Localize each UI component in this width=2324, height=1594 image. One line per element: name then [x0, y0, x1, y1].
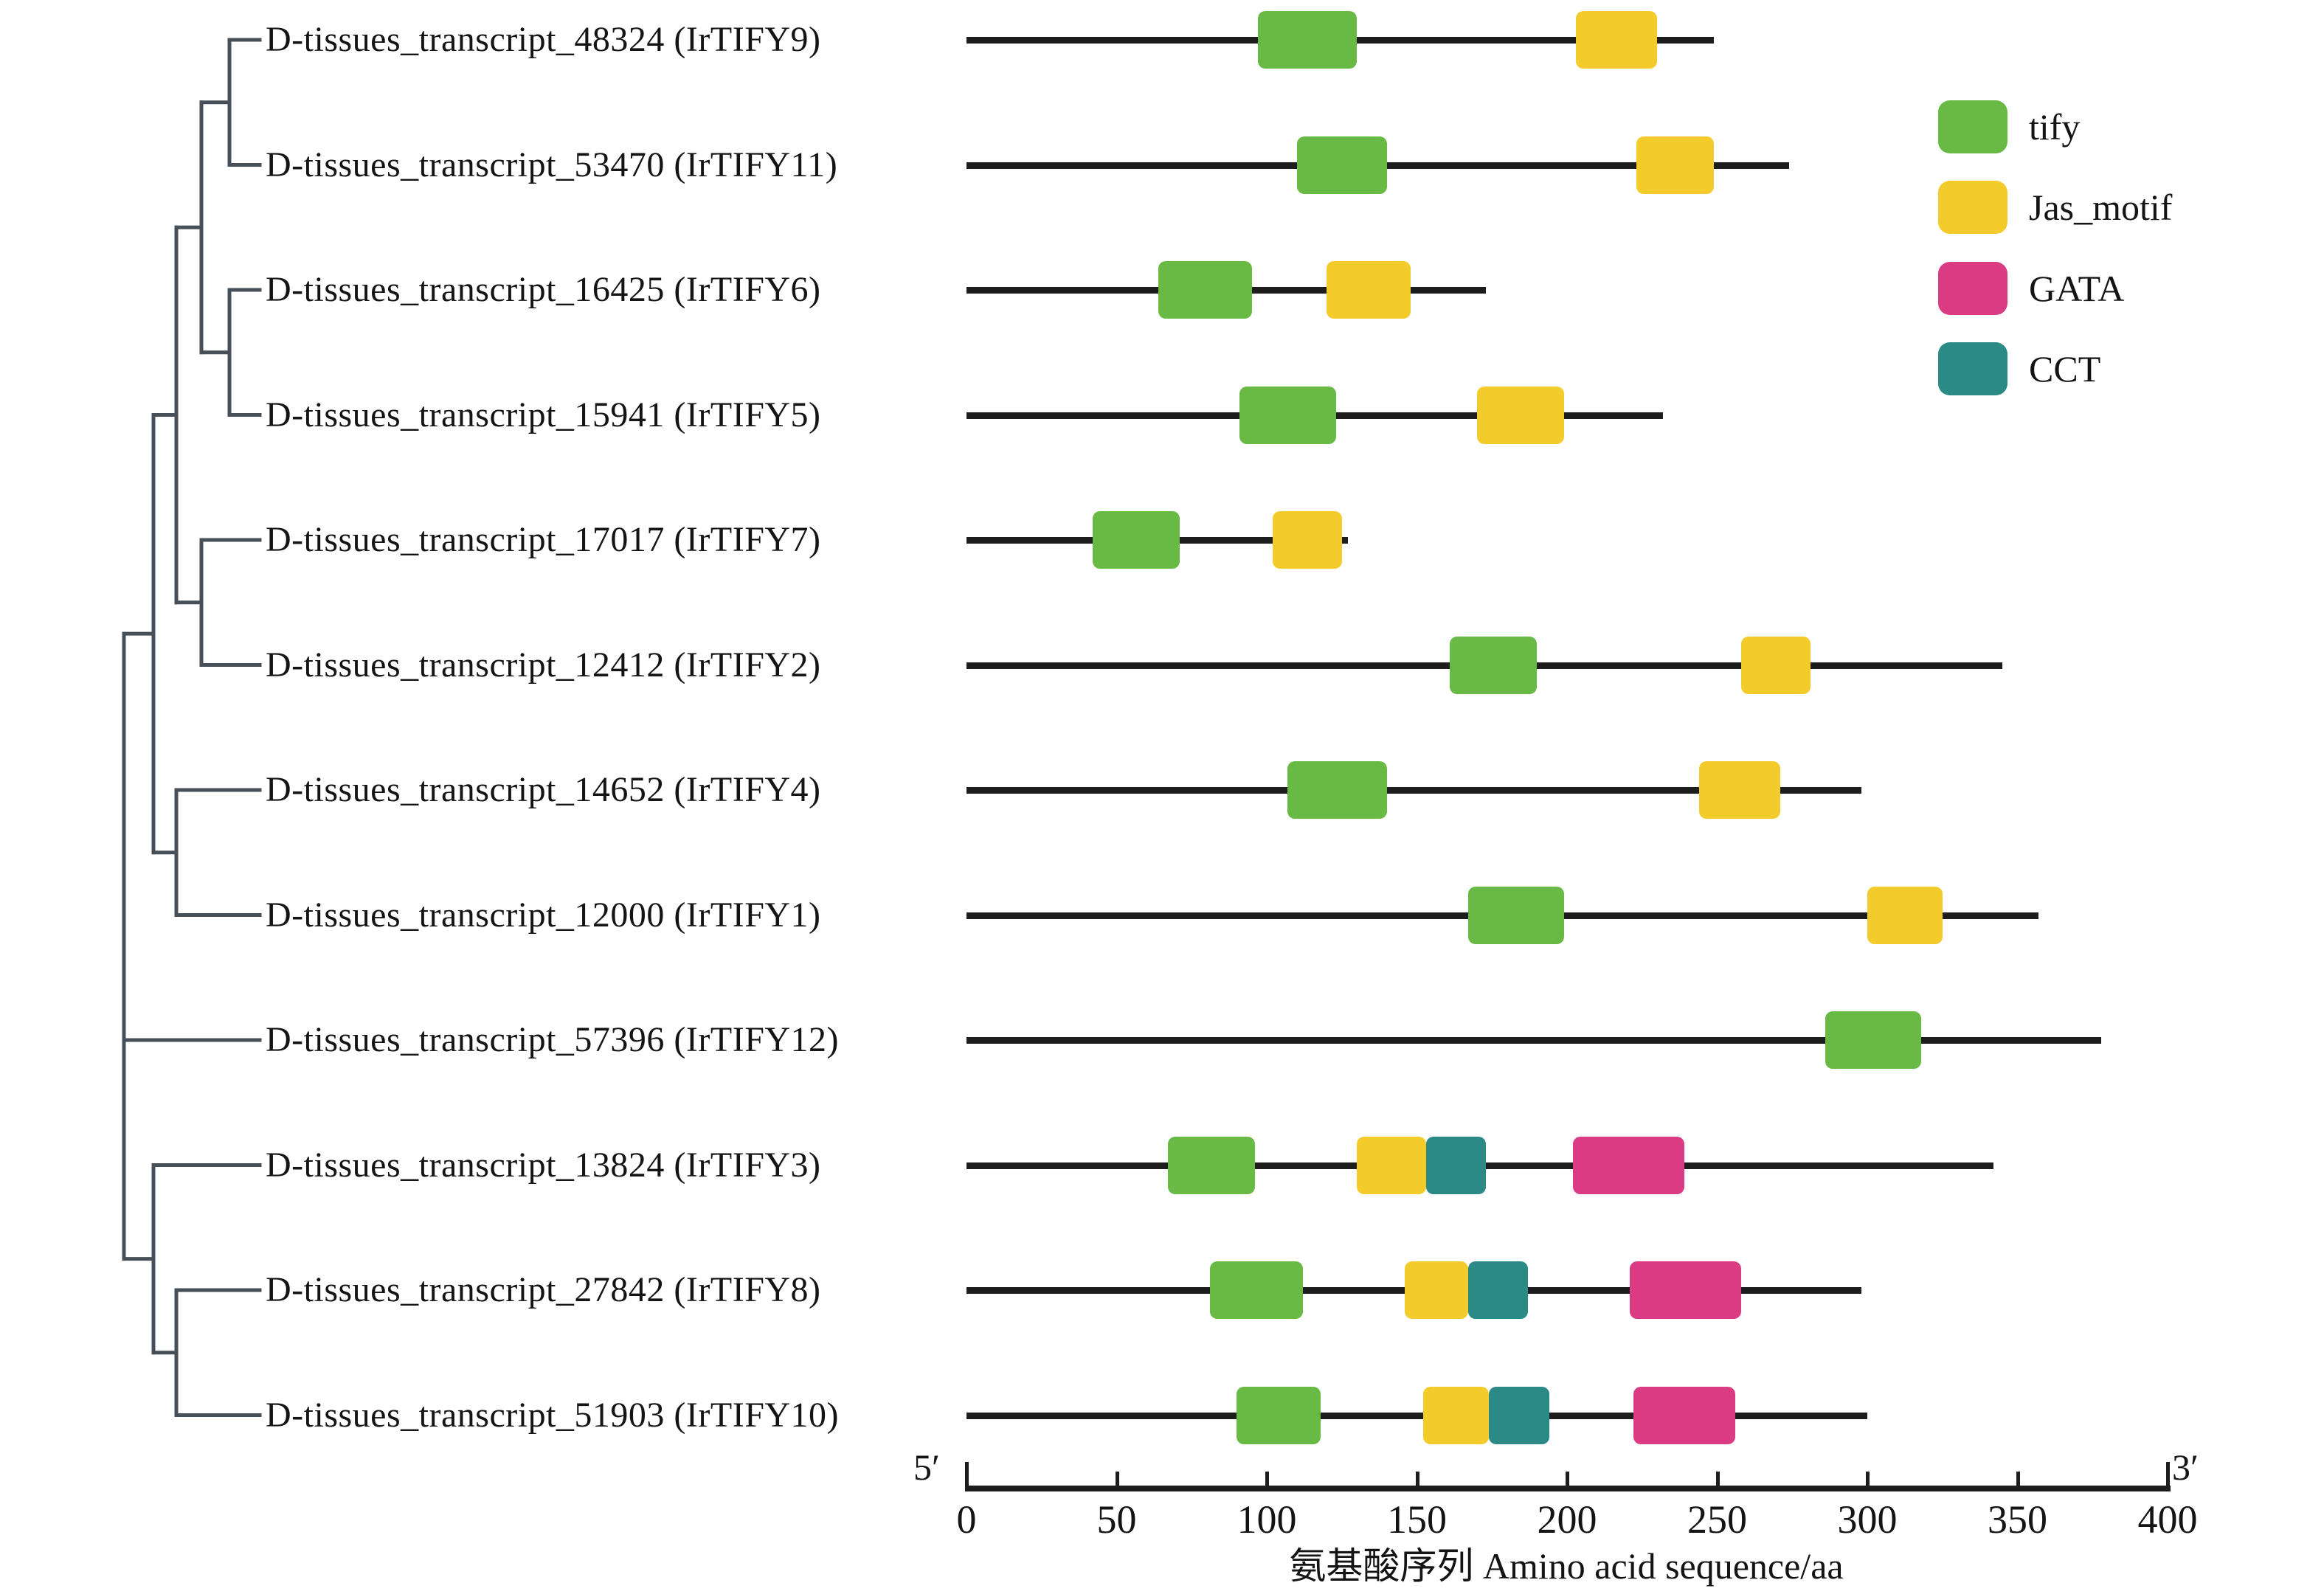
domain-box-tify [1092, 511, 1180, 569]
taxon-label: D-tissues_transcript_13824 (IrTIFY3) [266, 1145, 821, 1185]
axis-tick [2166, 1462, 2170, 1486]
legend-label-cct: CCT [2029, 347, 2101, 389]
legend-label-tify: tify [2029, 106, 2081, 148]
domain-box-cct [1489, 1386, 1549, 1444]
legend-swatch-tify [1938, 100, 2007, 153]
taxon-label: D-tissues_transcript_57396 (IrTIFY12) [266, 1020, 840, 1059]
domain-box-tify [1167, 1136, 1255, 1194]
axis-tick-label: 150 [1387, 1497, 1447, 1542]
axis-tick [965, 1462, 969, 1486]
axis-tick [1415, 1472, 1419, 1486]
legend-label-gata: GATA [2029, 267, 2125, 309]
domain-box-tify [1450, 636, 1538, 694]
axis-tick [2016, 1472, 2020, 1486]
domain-box-cct [1467, 1261, 1529, 1319]
legend-swatch-gata [1938, 261, 2007, 315]
domain-box-jas_motif [1741, 636, 1811, 694]
axis-tick-label: 200 [1537, 1497, 1597, 1542]
domain-box-tify [1158, 261, 1252, 319]
legend-swatch-cct [1938, 342, 2007, 395]
domain-box-jas_motif [1476, 386, 1564, 444]
domain-box-tify [1257, 11, 1358, 69]
taxon-label: D-tissues_transcript_12000 (IrTIFY1) [266, 895, 821, 935]
axis-tick-label: 300 [1837, 1497, 1898, 1542]
taxon-label: D-tissues_transcript_17017 (IrTIFY7) [266, 520, 821, 559]
axis-tick [1715, 1472, 1720, 1486]
axis-tick-label: 0 [956, 1497, 977, 1542]
domain-box-jas_motif [1576, 11, 1658, 69]
axis-baseline [965, 1486, 2171, 1491]
legend-label-jas_motif: Jas_motif [2029, 187, 2173, 229]
taxon-label: D-tissues_transcript_53470 (IrTIFY11) [266, 145, 838, 184]
five-prime-label: 5′ [913, 1446, 940, 1488]
taxon-label: D-tissues_transcript_15941 (IrTIFY5) [266, 395, 821, 434]
domain-box-jas_motif [1636, 136, 1715, 194]
domain-box-cct [1425, 1136, 1487, 1194]
domain-box-jas_motif [1422, 1386, 1490, 1444]
domain-box-jas_motif [1699, 761, 1780, 819]
domain-box-tify [1239, 386, 1336, 444]
domain-box-tify [1287, 761, 1387, 819]
protein-backbone-line [966, 1412, 1867, 1419]
domain-box-jas_motif [1273, 511, 1342, 569]
domain-box-tify [1825, 1011, 1922, 1069]
domain-box-tify [1467, 886, 1564, 944]
axis-title: 氨基酸序列 Amino acid sequence/aa [1289, 1545, 1844, 1587]
axis-tick [1566, 1472, 1569, 1486]
taxon-label: D-tissues_transcript_12412 (IrTIFY2) [266, 645, 821, 685]
axis-tick [1866, 1472, 1870, 1486]
taxon-label: D-tissues_transcript_14652 (IrTIFY4) [266, 770, 821, 809]
domain-box-gata [1633, 1386, 1735, 1444]
taxon-label: D-tissues_transcript_48324 (IrTIFY9) [266, 20, 821, 59]
axis-tick [1265, 1472, 1269, 1486]
axis-tick-label: 350 [1988, 1497, 2047, 1542]
axis-tick [1115, 1472, 1119, 1486]
domain-box-tify [1296, 136, 1387, 194]
axis-tick-label: 400 [2137, 1497, 2198, 1542]
taxon-label: D-tissues_transcript_16425 (IrTIFY6) [266, 270, 821, 309]
taxon-label: D-tissues_transcript_51903 (IrTIFY10) [266, 1395, 840, 1435]
domain-box-jas_motif [1405, 1261, 1468, 1319]
axis-tick-label: 250 [1687, 1497, 1747, 1542]
domain-box-jas_motif [1867, 886, 1943, 944]
protein-backbone-line [966, 787, 1861, 794]
domain-box-tify [1237, 1386, 1321, 1444]
domain-box-jas_motif [1327, 261, 1411, 319]
protein-backbone-line [966, 1037, 2102, 1044]
legend-swatch-jas_motif [1938, 181, 2007, 235]
domain-box-tify [1209, 1261, 1303, 1319]
axis-tick-label: 100 [1237, 1497, 1297, 1542]
domain-box-jas_motif [1357, 1136, 1426, 1194]
domain-box-gata [1630, 1261, 1742, 1319]
taxon-label: D-tissues_transcript_27842 (IrTIFY8) [266, 1270, 821, 1309]
domain-box-gata [1573, 1136, 1684, 1194]
three-prime-label: 3′ [2172, 1446, 2199, 1488]
axis-tick-label: 50 [1096, 1497, 1137, 1542]
